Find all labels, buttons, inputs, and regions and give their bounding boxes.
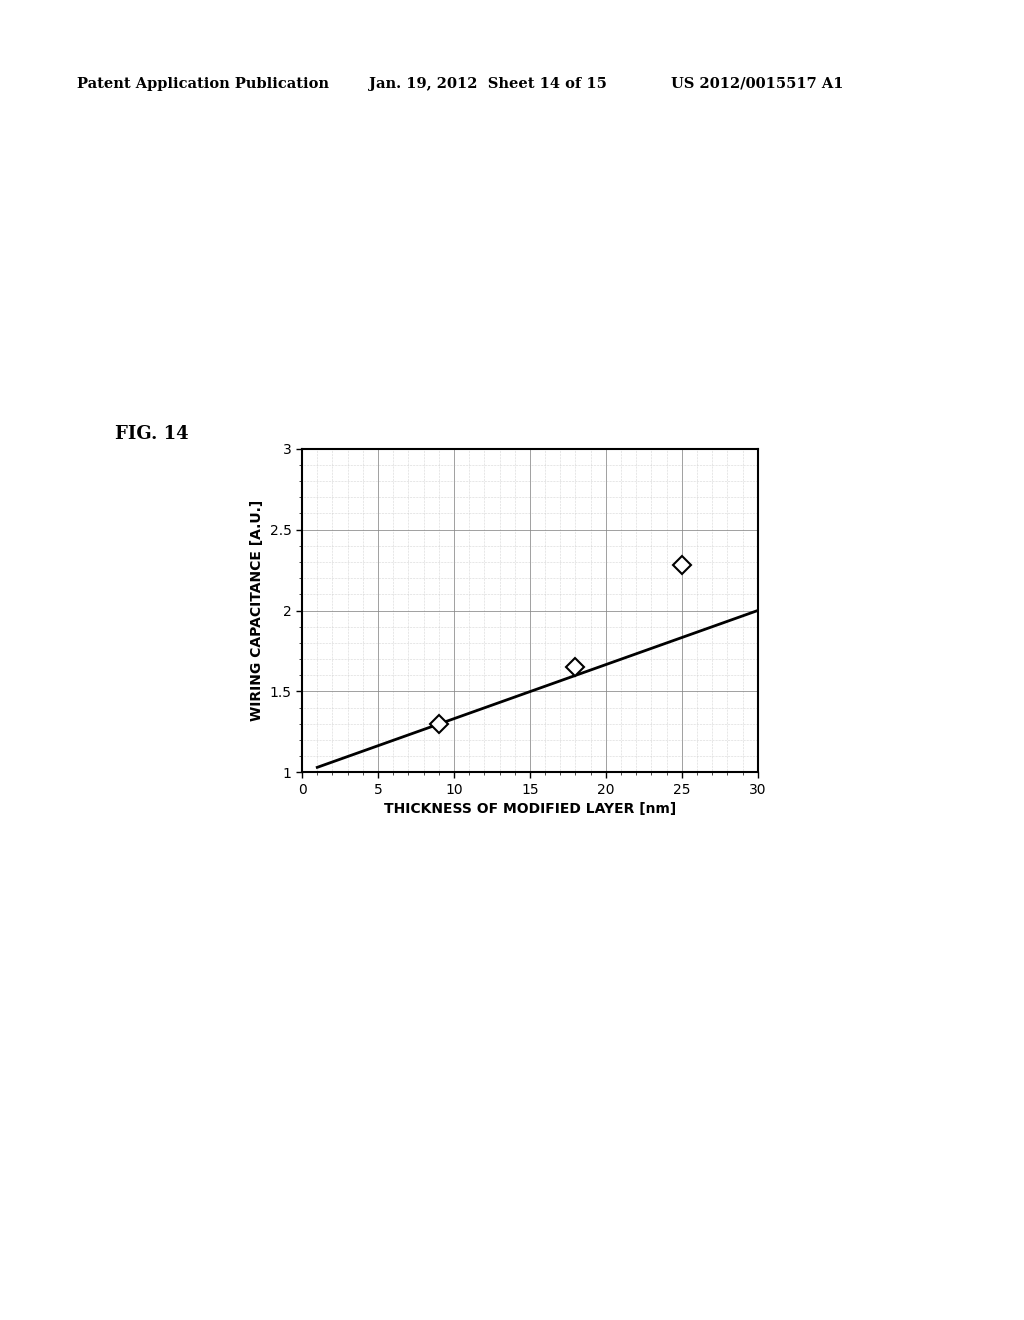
Y-axis label: WIRING CAPACITANCE [A.U.]: WIRING CAPACITANCE [A.U.] xyxy=(250,500,264,721)
Text: FIG. 14: FIG. 14 xyxy=(115,425,188,444)
Text: US 2012/0015517 A1: US 2012/0015517 A1 xyxy=(671,77,843,91)
X-axis label: THICKNESS OF MODIFIED LAYER [nm]: THICKNESS OF MODIFIED LAYER [nm] xyxy=(384,803,676,816)
Text: Jan. 19, 2012  Sheet 14 of 15: Jan. 19, 2012 Sheet 14 of 15 xyxy=(369,77,606,91)
Text: Patent Application Publication: Patent Application Publication xyxy=(77,77,329,91)
